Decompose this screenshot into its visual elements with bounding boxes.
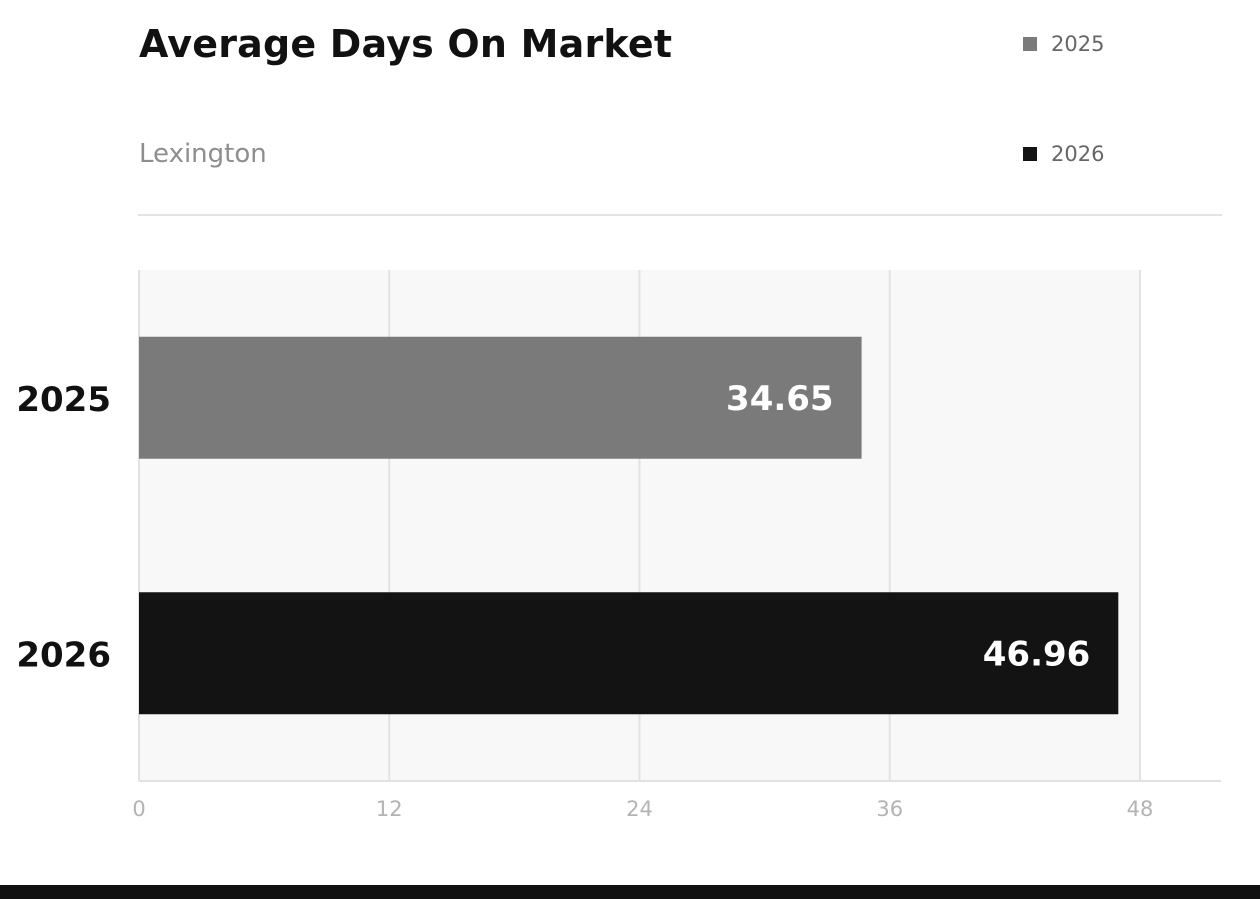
legend-label-2025: 2025: [1051, 32, 1105, 56]
x-tick-label-24: 24: [626, 797, 653, 821]
data-label-2025: 34.65: [726, 379, 834, 419]
chart-title: Average Days On Market: [139, 22, 673, 66]
x-tick-label-48: 48: [1127, 797, 1154, 821]
x-tick-label-12: 12: [376, 797, 403, 821]
data-label-2026: 46.96: [983, 634, 1091, 674]
legend-item-2026: 2026: [1023, 142, 1104, 166]
bottom-bar: [0, 885, 1260, 899]
header-divider: [138, 214, 1222, 216]
chart-subtitle: Lexington: [139, 139, 267, 169]
legend-swatch-2026: [1023, 147, 1037, 161]
legend-swatch-2025: [1023, 37, 1037, 51]
legend-label-2026: 2026: [1051, 142, 1105, 166]
category-label-2026: 2026: [16, 635, 111, 675]
x-tick-label-0: 0: [132, 797, 145, 821]
bar-2025: [139, 336, 862, 459]
bar-2026: [139, 592, 1119, 715]
x-tick-label-36: 36: [876, 797, 903, 821]
legend-item-2025: 2025: [1023, 32, 1104, 56]
category-label-2025: 2025: [16, 380, 111, 420]
